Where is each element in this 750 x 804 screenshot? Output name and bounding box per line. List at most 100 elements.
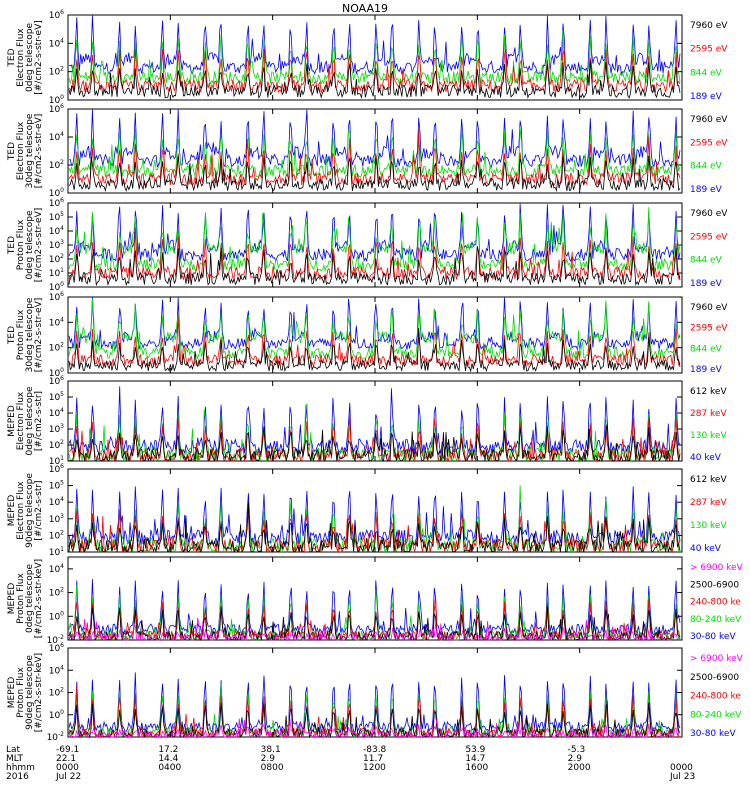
legend-entry: 240-800 ke bbox=[690, 598, 741, 608]
y-tick-label: 102 bbox=[49, 342, 64, 354]
y-tick-label: 101 bbox=[49, 267, 64, 279]
y-axis-label-line: TED bbox=[7, 48, 17, 67]
x-tick-label: 1200 bbox=[363, 763, 386, 773]
y-axis-label-line: MEPED bbox=[7, 677, 17, 709]
y-tick-label: 105 bbox=[49, 211, 64, 223]
legend-entry: 2595 eV bbox=[690, 138, 728, 148]
legend-entry: 189 eV bbox=[690, 185, 723, 195]
y-tick-label: 102 bbox=[49, 529, 64, 541]
y-tick-label: 101 bbox=[49, 455, 64, 467]
y-axis-label-line: [#/cm2-s-str-eV] bbox=[34, 20, 44, 95]
panel-ted-proton-30: 100 102 104 106 TED Proton Flux 30deg telescop… bbox=[7, 291, 728, 379]
y-axis-label-line: 90deg telescope bbox=[25, 473, 35, 548]
y-axis-label-line: TED bbox=[7, 326, 17, 345]
y-axis-label-line: [#/cm2-s-str-eV] bbox=[34, 208, 44, 283]
y-axis-label-line: [#/cm2-s-str] bbox=[34, 391, 44, 451]
legend-entry: 80-240 keV bbox=[690, 615, 742, 625]
y-tick-label: 100 bbox=[49, 187, 64, 199]
y-tick-label: 104 bbox=[49, 37, 64, 49]
y-tick-label: 10-2 bbox=[47, 634, 65, 646]
y-axis-label-line: TED bbox=[7, 236, 17, 255]
series-line-green bbox=[68, 298, 681, 360]
series-line-green bbox=[68, 30, 681, 86]
y-axis-label-line: [#/cm2-s-str-eV] bbox=[34, 114, 44, 189]
legend-entry: 844 eV bbox=[690, 344, 723, 354]
legend-entry: 612 keV bbox=[690, 387, 727, 397]
x-tick-label: -83.8 bbox=[363, 745, 387, 755]
panel-meped-electron-0: 101 102 103 104 105 106 MEPED Electron Flux 0deg… bbox=[7, 375, 727, 467]
legend-entry: 2595 eV bbox=[690, 232, 728, 242]
x-tick-label: Jul 22 bbox=[55, 772, 81, 782]
figure-title: NOAA19 bbox=[342, 2, 388, 15]
y-tick-label: 103 bbox=[49, 423, 64, 435]
x-row-label: 2016 bbox=[6, 772, 29, 782]
series-line-blue bbox=[68, 109, 681, 169]
y-tick-label: 104 bbox=[49, 664, 64, 676]
panel-meped-proton-0: 10-2 100 102 104 MEPED Proton Flux 0deg telesc… bbox=[7, 556, 744, 646]
x-tick-label: 11.7 bbox=[363, 754, 383, 764]
panel-ted-electron-0: 100 102 104 106 TED Electron Flux 0deg telesco… bbox=[7, 9, 728, 106]
y-axis-label-line: MEPED bbox=[7, 405, 17, 437]
panel-meped-electron-90: 101 102 103 104 105 106 MEPED Electron Flux 90de… bbox=[7, 463, 727, 558]
panel-meped-proton-90: 10-2 100 102 104 106 MEPED Proton Flux 90deg te… bbox=[7, 642, 744, 743]
y-tick-label: 102 bbox=[49, 253, 64, 265]
y-axis-label-line: TED bbox=[7, 142, 17, 161]
legend-entry: 287 keV bbox=[690, 498, 727, 508]
x-tick-label: 2.9 bbox=[261, 754, 276, 764]
series-line-red bbox=[68, 227, 681, 281]
x-tick-label: 0800 bbox=[261, 763, 284, 773]
legend-entry: > 6900 keV bbox=[690, 654, 744, 664]
y-tick-label: 104 bbox=[49, 563, 64, 575]
legend-entry: 189 eV bbox=[690, 365, 723, 375]
y-tick-label: 102 bbox=[49, 687, 64, 699]
x-tick-label: 0400 bbox=[158, 763, 181, 773]
legend-entry: 612 keV bbox=[690, 475, 727, 485]
legend-entry: 189 eV bbox=[690, 279, 723, 289]
y-tick-label: 100 bbox=[49, 94, 64, 106]
y-axis-label-line: 30deg telescope bbox=[25, 297, 35, 372]
legend-entry: 844 eV bbox=[690, 68, 723, 78]
y-tick-label: 106 bbox=[49, 375, 64, 387]
x-tick-label: 22.1 bbox=[56, 754, 76, 764]
y-axis-label-line: Electron Flux bbox=[16, 28, 26, 87]
legend-entry: 30-80 keV bbox=[690, 729, 736, 739]
x-row-label: Lat bbox=[6, 745, 21, 755]
series-line-red bbox=[68, 509, 681, 554]
y-axis-label-line: [#/cm2-s-str-keV] bbox=[34, 559, 44, 638]
y-tick-label: 104 bbox=[49, 496, 64, 508]
y-tick-label: 106 bbox=[49, 642, 64, 654]
y-tick-label: 103 bbox=[49, 513, 64, 525]
legend-entry: 189 eV bbox=[690, 92, 723, 102]
y-axis-label-line: Proton Flux bbox=[16, 219, 26, 270]
legend-entry: 2595 eV bbox=[690, 45, 728, 55]
panel-ted-proton-0: 100 101 102 103 104 105 106 TED Proton Flux 0deg … bbox=[7, 197, 728, 293]
y-tick-label: 100 bbox=[49, 367, 64, 379]
y-tick-label: 106 bbox=[49, 103, 64, 115]
series-line-black bbox=[68, 245, 681, 287]
legend-entry: 30-80 keV bbox=[690, 632, 736, 642]
x-tick-label: 2000 bbox=[568, 763, 591, 773]
legend-entry: 7960 eV bbox=[690, 21, 728, 31]
y-axis-label-line: Proton Flux bbox=[16, 573, 26, 624]
x-tick-label: 2.9 bbox=[568, 754, 583, 764]
y-tick-label: 102 bbox=[49, 159, 64, 171]
y-tick-label: 102 bbox=[49, 66, 64, 78]
x-tick-label: 14.7 bbox=[465, 754, 485, 764]
legend-entry: > 6900 keV bbox=[690, 563, 744, 573]
y-tick-label: 106 bbox=[49, 9, 64, 21]
y-axis-label-line: MEPED bbox=[7, 495, 17, 527]
y-tick-label: 10-2 bbox=[47, 731, 65, 743]
legend-entry: 844 eV bbox=[690, 162, 723, 172]
legend-entry: 844 eV bbox=[690, 256, 723, 266]
y-axis-label-line: Electron Flux bbox=[16, 481, 26, 540]
panel-ted-electron-30: 100 102 104 106 TED Electron Flux 30deg telesc… bbox=[7, 103, 728, 199]
series-line-blue bbox=[68, 386, 681, 456]
legend-entry: 80-240 keV bbox=[690, 710, 742, 720]
x-tick-label: 1600 bbox=[465, 763, 488, 773]
legend-entry: 130 keV bbox=[690, 521, 727, 531]
y-tick-label: 102 bbox=[49, 587, 64, 599]
y-axis-label-line: MEPED bbox=[7, 583, 17, 615]
series-line-blue bbox=[68, 203, 681, 263]
y-axis-label-line: Proton Flux bbox=[16, 309, 26, 360]
